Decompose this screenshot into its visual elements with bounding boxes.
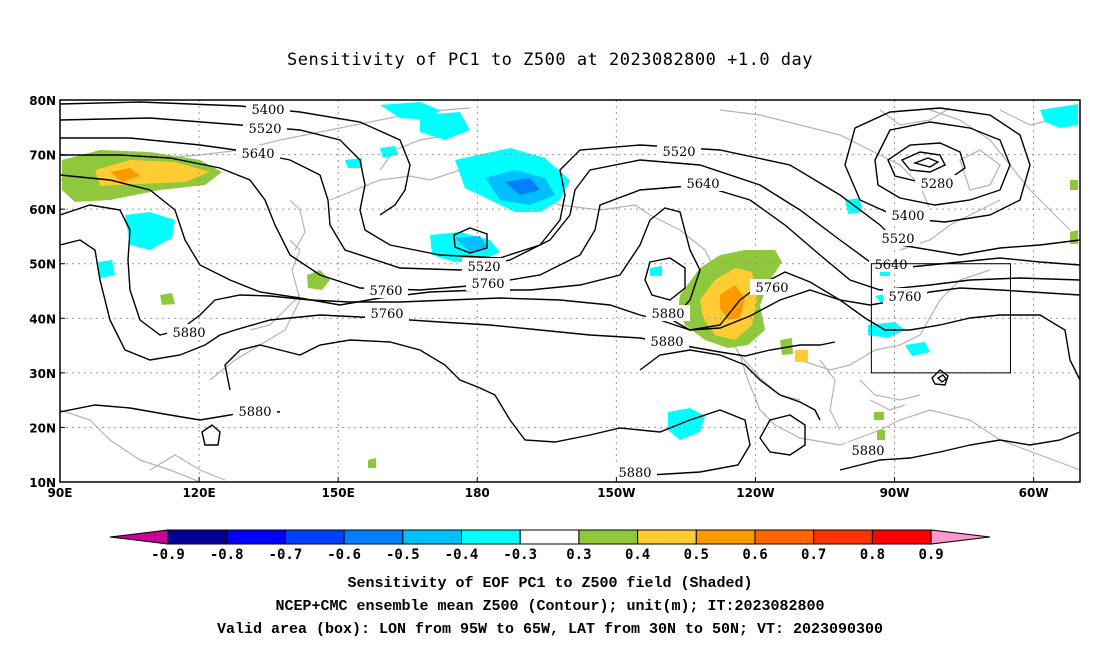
contour-label-bg	[236, 145, 280, 161]
map-frame	[59, 99, 1081, 483]
colorbar-label: -0.7	[269, 547, 303, 563]
contour-label: 5760	[888, 290, 921, 305]
contour-label-bg	[243, 120, 287, 136]
lat-tick-label: 20N	[29, 421, 56, 435]
lat-tick-label: 50N	[29, 258, 56, 272]
gridlines	[60, 100, 1080, 482]
colorbar-swatch	[695, 529, 756, 545]
caption-contour: NCEP+CMC ensemble mean Z500 (Contour); u…	[275, 598, 825, 615]
contour-label-bg	[750, 279, 794, 295]
contour-label: 5760	[370, 307, 403, 322]
chart-title: Sensitivity of PC1 to Z500 at 2023082800…	[286, 50, 813, 70]
contour-label: 5880	[650, 335, 683, 350]
contour-label: 5880	[651, 307, 684, 322]
contour-label: 5280	[920, 177, 953, 192]
colorbar-swatch	[578, 529, 639, 545]
colorbar-swatch	[343, 529, 404, 545]
colorbar-label: 0.6	[742, 547, 767, 563]
colorbar-swatch	[871, 529, 932, 545]
colorbar-label: 0.5	[684, 547, 709, 563]
colorbar-label: -0.9	[151, 547, 185, 563]
colorbar-swatch	[637, 529, 697, 545]
contour-label: 5400	[251, 103, 284, 118]
colorbar-swatch	[226, 529, 286, 545]
contour-label-bg	[613, 464, 657, 480]
colorbar-label: 0.9	[918, 547, 943, 563]
sensitivity-shading	[62, 102, 1078, 468]
contour-label-bg	[657, 143, 701, 159]
lon-tick-label: 150E	[322, 486, 355, 500]
contour-label: 5520	[248, 122, 281, 137]
contour-label-bg	[462, 258, 506, 274]
contour-label-bg	[246, 101, 290, 117]
colorbar-label: 0.8	[860, 547, 885, 563]
contour-label-bg	[886, 207, 930, 223]
contour-label: 5400	[891, 209, 924, 224]
contour-label-bg	[167, 324, 211, 340]
lat-tick-label: 30N	[29, 367, 56, 381]
colorbar-swatch	[461, 529, 521, 545]
colorbar-swatch	[284, 529, 345, 545]
contour-label-bg	[364, 282, 408, 298]
contour-label-bg	[365, 305, 409, 321]
contour-label: 5520	[881, 232, 914, 247]
colorbar-swatch	[519, 529, 580, 545]
sensitivity-map: 5400 5520 5640 5520 5760 5280 5400 5520 5640 5760…	[29, 94, 1081, 563]
contour-label-bg	[915, 175, 959, 191]
lon-tick-label: 60W	[1019, 486, 1049, 500]
contour-label: 5640	[874, 258, 907, 273]
contour-label-bg	[681, 175, 725, 191]
lon-tick-label: 90W	[880, 486, 910, 500]
lat-tick-label: 60N	[29, 203, 56, 217]
colorbar-label: 0.4	[625, 547, 650, 563]
contour-label: 5520	[467, 260, 500, 275]
lat-tick-label: 40N	[29, 312, 56, 326]
valid-area-box	[870, 263, 1011, 374]
contour-label: 5760	[471, 277, 504, 292]
caption-valid-area: Valid area (box): LON from 95W to 65W, L…	[216, 621, 884, 638]
lon-tick-label: 120W	[736, 486, 774, 500]
lon-tick-label: 120E	[182, 486, 215, 500]
contour-label-bg	[233, 403, 277, 419]
lat-tick-label: 80N	[29, 94, 56, 108]
colorbar-label: -0.5	[386, 547, 420, 563]
colorbar-label: 0.7	[801, 547, 826, 563]
contour-label: 5760	[755, 281, 788, 296]
colorbar-label: -0.3	[503, 547, 537, 563]
contour-label: 5880	[851, 444, 884, 459]
contour-label: 5640	[686, 177, 719, 192]
contour-label: 5520	[662, 145, 695, 160]
colorbar-swatch	[402, 529, 462, 545]
lat-tick-label: 70N	[29, 149, 56, 163]
lon-tick-label: 180	[465, 486, 490, 500]
colorbar-low-arrow	[109, 529, 169, 545]
axis-labels: 10N 20N 30N 40N 50N 60N 70N 80N 90E 120E 150E 180 15…	[29, 94, 1048, 500]
contour-label-bg	[466, 275, 510, 291]
contour-labels: 5400 5520 5640 5520 5760 5280 5400 5520 5640 5760…	[167, 101, 959, 481]
colorbar-label: 0.3	[566, 547, 591, 563]
contour-label-bg	[846, 442, 890, 458]
contour-label: 5880	[618, 466, 651, 481]
colorbar-swatch	[813, 529, 873, 545]
colorbar: -0.9 -0.8 -0.7 -0.6 -0.5 -0.4 -0.3 0.3 0.4 0.5 0.6…	[109, 529, 991, 563]
colorbar-swatch	[167, 529, 228, 545]
lat-tick-label: 10N	[29, 476, 56, 490]
colorbar-label: -0.8	[210, 547, 244, 563]
colorbar-label: -0.4	[445, 547, 479, 563]
colorbar-high-arrow	[930, 529, 991, 545]
contour-label: 5880	[238, 405, 271, 420]
contour-label: 5640	[241, 147, 274, 162]
lon-tick-label: 150W	[597, 486, 635, 500]
contour-label-bg	[645, 333, 689, 349]
colorbar-swatch	[754, 529, 815, 545]
caption-shaded: Sensitivity of EOF PC1 to Z500 field (Sh…	[347, 575, 753, 592]
lon-tick-label: 90E	[48, 486, 73, 500]
contour-label-bg	[646, 305, 690, 321]
contour-label: 5880	[172, 326, 205, 341]
colorbar-label: -0.6	[327, 547, 361, 563]
contour-label-bg	[876, 230, 920, 246]
contour-label-bg	[883, 288, 927, 304]
contour-label: 5760	[369, 284, 402, 299]
